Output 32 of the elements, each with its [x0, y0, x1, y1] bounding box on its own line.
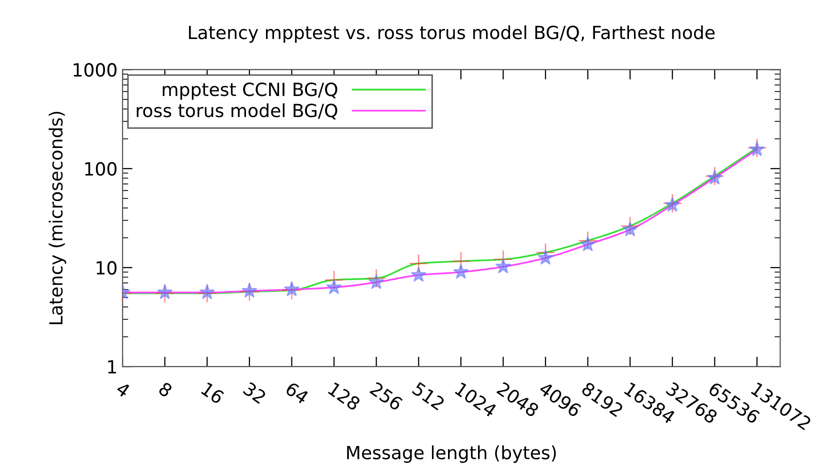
x-tick-label: 32: [242, 382, 267, 404]
point: [538, 250, 554, 265]
point: [368, 274, 384, 290]
y-axis-title: Latency (microseconds): [48, 112, 66, 324]
point: [453, 264, 469, 279]
x-axis-title: Message length (bytes): [347, 445, 556, 463]
point: [664, 196, 680, 212]
point: [199, 284, 216, 300]
legend-label: mpptest CCNI BG/Q: [162, 82, 338, 100]
point: [284, 281, 300, 296]
y-tick-label: 1: [108, 360, 116, 374]
point: [706, 170, 723, 185]
chart-title: Latency mpptest vs. ross torus model BG/Q, Farthest node: [189, 25, 715, 43]
point: [749, 141, 765, 156]
legend-label: ross torus model BG/Q: [136, 103, 338, 120]
x-tick-label: 512: [412, 382, 446, 411]
x-tick-label: 4: [115, 381, 131, 398]
x-tick-label: 256: [369, 381, 404, 412]
y-tick-label: 1000: [74, 63, 116, 77]
point: [622, 221, 638, 236]
x-tick-label: 64: [284, 381, 310, 404]
x-tick-label: 128: [328, 382, 362, 411]
point: [242, 282, 258, 298]
point: [156, 284, 173, 300]
y-tick-label: 100: [85, 162, 116, 176]
x-tick-label: 16: [200, 382, 225, 404]
point: [580, 236, 596, 252]
x-tick-label: 8: [158, 381, 174, 398]
point: [495, 258, 512, 274]
y-tick-label: 10: [96, 261, 116, 275]
point: [326, 279, 342, 294]
point: [410, 266, 427, 282]
